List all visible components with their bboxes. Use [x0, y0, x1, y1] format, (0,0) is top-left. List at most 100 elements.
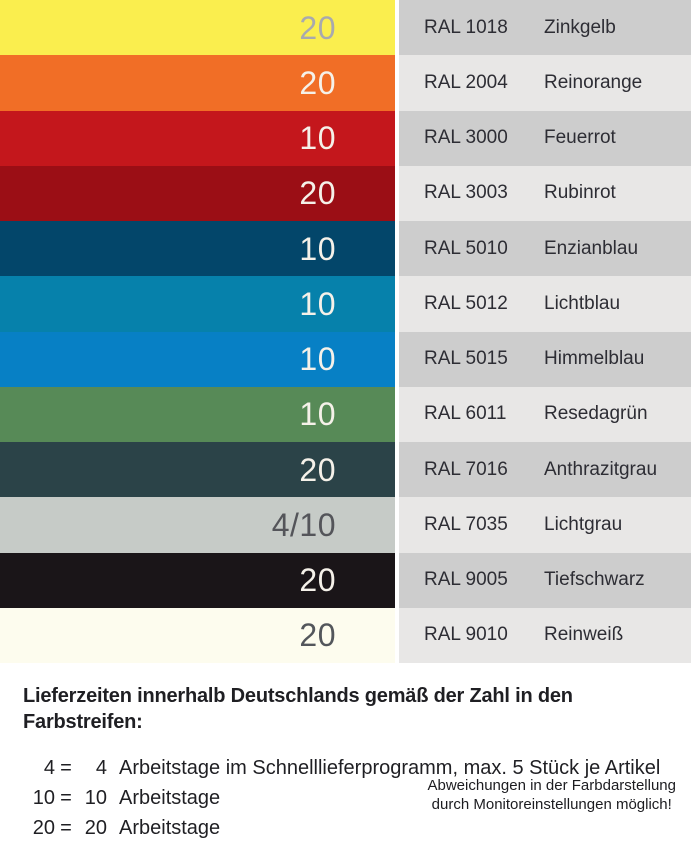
ral-color-table: 20 RAL 1018 Zinkgelb 20 RAL 2004 Reinora…	[0, 0, 691, 663]
color-name: Tiefschwarz	[544, 569, 645, 591]
color-stripe: 20	[0, 552, 395, 608]
column-divider	[395, 0, 399, 56]
delivery-days: 20	[299, 175, 336, 212]
color-row: 20 RAL 3003 Rubinrot	[0, 165, 691, 221]
color-name: Rubinrot	[544, 182, 616, 204]
legend-key: 4	[43, 757, 55, 779]
color-info: RAL 9010 Reinweiß	[399, 607, 691, 663]
color-name: Reinorange	[544, 71, 643, 93]
color-stripe: 10	[0, 386, 395, 442]
color-info: RAL 5015 Himmelblau	[399, 331, 691, 387]
color-stripe: 10	[0, 221, 395, 277]
delivery-days: 20	[299, 64, 336, 101]
ral-code: RAL 3003	[424, 182, 508, 204]
color-info: RAL 1018 Zinkgelb	[399, 0, 691, 56]
color-row: 20 RAL 1018 Zinkgelb	[0, 0, 691, 56]
color-row: 4/10 RAL 7035 Lichtgrau	[0, 497, 691, 553]
column-divider	[395, 607, 399, 663]
equals-sign: =	[60, 787, 72, 809]
ral-code: RAL 5012	[424, 292, 508, 314]
delivery-days: 20	[299, 451, 336, 488]
color-stripe: 10	[0, 110, 395, 166]
color-info: RAL 3000 Feuerrot	[399, 110, 691, 166]
color-name: Lichtblau	[544, 292, 621, 314]
column-divider	[395, 386, 399, 442]
delivery-days: 20	[299, 9, 336, 46]
delivery-days: 4/10	[271, 506, 336, 543]
ral-code: RAL 7016	[424, 458, 508, 480]
column-divider	[395, 552, 399, 608]
legend-value: 4	[95, 757, 107, 779]
color-name: Resedagrün	[544, 403, 648, 425]
color-row: 10 RAL 5012 Lichtblau	[0, 276, 691, 332]
footer-heading: Lieferzeiten innerhalb Deutschlands gemä…	[23, 685, 573, 733]
delivery-info-footer: Lieferzeiten innerhalb Deutschlands gemä…	[0, 663, 691, 839]
color-disclaimer-note: Abweichungen in der Farbdarstellung durc…	[428, 776, 677, 814]
ral-code: RAL 5015	[424, 348, 508, 370]
color-stripe: 20	[0, 0, 395, 56]
color-name: Himmelblau	[544, 348, 645, 370]
color-name: Reinweiß	[544, 624, 624, 646]
legend-value: 10	[84, 787, 107, 809]
delivery-days: 20	[299, 617, 336, 654]
ral-code: RAL 5010	[424, 237, 508, 259]
color-info: RAL 6011 Resedagrün	[399, 386, 691, 442]
color-name: Zinkgelb	[544, 16, 616, 38]
ral-code: RAL 9010	[424, 624, 508, 646]
equals-sign: =	[60, 757, 72, 779]
color-name: Feuerrot	[544, 127, 616, 149]
delivery-days: 10	[299, 341, 336, 378]
legend-row: 10 = 10 Arbeitstage	[23, 783, 691, 813]
color-stripe: 10	[0, 276, 395, 332]
color-row: 10 RAL 5010 Enzianblau	[0, 221, 691, 277]
color-stripe: 20	[0, 55, 395, 111]
color-row: 20 RAL 9010 Reinweiß	[0, 607, 691, 663]
color-row: 10 RAL 6011 Resedagrün	[0, 386, 691, 442]
color-row: 20 RAL 9005 Tiefschwarz	[0, 552, 691, 608]
color-name: Lichtgrau	[544, 513, 623, 535]
legend-row: 4 = 4 Arbeitstage im Schnelllieferprogra…	[23, 753, 691, 783]
delivery-days: 10	[299, 285, 336, 322]
color-row: 10 RAL 5015 Himmelblau	[0, 331, 691, 387]
column-divider	[395, 221, 399, 277]
column-divider	[395, 442, 399, 498]
color-stripe: 10	[0, 331, 395, 387]
color-info: RAL 7016 Anthrazitgrau	[399, 442, 691, 498]
column-divider	[395, 110, 399, 166]
color-stripe: 4/10	[0, 497, 395, 553]
color-info: RAL 7035 Lichtgrau	[399, 497, 691, 553]
column-divider	[395, 331, 399, 387]
ral-code: RAL 7035	[424, 513, 508, 535]
legend-key: 10	[32, 787, 55, 809]
legend-text: Arbeitstage im Schnelllieferprogramm, ma…	[119, 757, 661, 779]
ral-code: RAL 1018	[424, 16, 508, 38]
color-name: Anthrazitgrau	[544, 458, 658, 480]
delivery-days: 10	[299, 396, 336, 433]
ral-code: RAL 3000	[424, 127, 508, 149]
column-divider	[395, 276, 399, 332]
legend-row: 20 = 20 Arbeitstage	[23, 813, 691, 843]
color-row: 20 RAL 7016 Anthrazitgrau	[0, 442, 691, 498]
ral-code: RAL 6011	[424, 403, 507, 425]
color-info: RAL 3003 Rubinrot	[399, 165, 691, 221]
disclaimer-line-2: durch Monitoreinstellungen möglich!	[431, 796, 672, 813]
equals-sign: =	[60, 817, 72, 839]
color-stripe: 20	[0, 165, 395, 221]
delivery-days: 10	[299, 120, 336, 157]
legend-key: 20	[32, 817, 55, 839]
disclaimer-line-1: Abweichungen in der Farbdarstellung	[427, 777, 677, 794]
column-divider	[395, 55, 399, 111]
color-name: Enzianblau	[544, 237, 639, 259]
color-info: RAL 5010 Enzianblau	[399, 221, 691, 277]
ral-code: RAL 9005	[424, 569, 508, 591]
ral-code: RAL 2004	[424, 71, 508, 93]
color-stripe: 20	[0, 442, 395, 498]
delivery-days: 10	[299, 230, 336, 267]
color-info: RAL 5012 Lichtblau	[399, 276, 691, 332]
delivery-days: 20	[299, 562, 336, 599]
color-info: RAL 2004 Reinorange	[399, 55, 691, 111]
column-divider	[395, 165, 399, 221]
color-stripe: 20	[0, 607, 395, 663]
legend-value: 20	[84, 817, 107, 839]
color-info: RAL 9005 Tiefschwarz	[399, 552, 691, 608]
